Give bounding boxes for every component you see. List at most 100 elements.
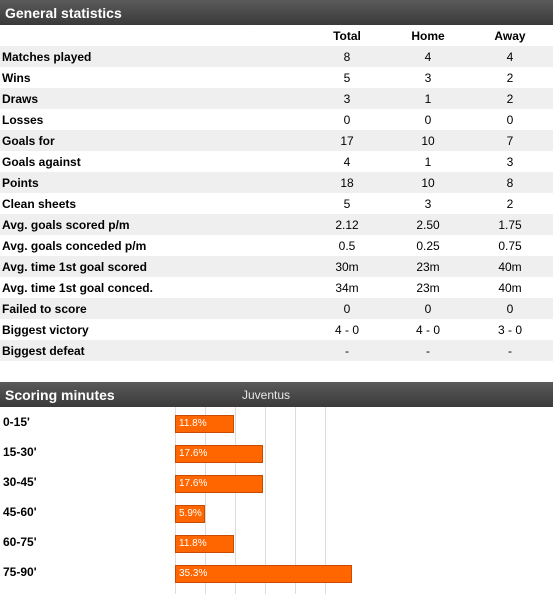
stat-total: 18 (305, 172, 389, 193)
scoring-row: 60-75' 11.8% (0, 527, 553, 557)
stat-total: 30m (305, 256, 389, 277)
stat-total: 0 (343, 112, 351, 127)
chart-gridline (265, 407, 266, 594)
scoring-row: 15-30' 17.6% (0, 437, 553, 467)
stat-home: 4 - 0 (415, 322, 440, 337)
stat-total: - (305, 340, 389, 361)
stat-total: 8 (305, 46, 389, 67)
stat-away: 40m (467, 256, 553, 277)
stat-home: 0 (389, 298, 467, 319)
scoring-row: 30-45' 17.6% (0, 467, 553, 497)
bar-value-label: 35.3% (179, 568, 208, 579)
table-row: Avg. goals scored p/m 2.12 2.50 1.75 (0, 214, 553, 235)
stat-label: Biggest defeat (0, 340, 305, 361)
general-statistics-table: Total Home Away Matches played 8 4 4 Wins 5 3 2… (0, 25, 553, 361)
chart-gridline (235, 407, 236, 594)
stat-away: 7 (467, 130, 553, 151)
stat-home: 1 (389, 88, 467, 109)
stat-label: Matches played (0, 46, 305, 67)
chart-gridline (205, 407, 206, 594)
minute-range-label: 0-15' (3, 415, 30, 429)
stat-home: 3 (424, 70, 432, 85)
stat-label: Goals against (2, 154, 81, 169)
chart-gridline (325, 407, 326, 594)
stat-away: 1.75 (467, 214, 553, 235)
stat-label: Losses (2, 112, 44, 127)
stat-home: 0.25 (416, 238, 440, 253)
stat-label: Avg. time 1st goal scored (0, 256, 305, 277)
table-row: Failed to score 0 0 0 (0, 298, 553, 319)
stat-label: Wins (2, 70, 31, 85)
bar-value-label: 17.6% (179, 478, 208, 489)
scoring-bar: 5.9% (175, 505, 205, 523)
minute-range-label: 30-45' (3, 475, 37, 489)
column-header-total: Total (333, 28, 361, 43)
scoring-bar: 35.3% (175, 565, 352, 583)
scoring-bar: 17.6% (175, 475, 263, 493)
table-row: Matches played 8 4 4 (0, 46, 553, 67)
stat-home: 10 (389, 130, 467, 151)
stat-total: 34m (335, 280, 359, 295)
stat-total: 4 - 0 (334, 322, 359, 337)
scoring-bar: 11.8% (175, 535, 234, 553)
stat-away: - (467, 340, 553, 361)
stat-total: 0 (305, 298, 389, 319)
stat-away: 4 (467, 46, 553, 67)
stat-away: 3 (506, 154, 514, 169)
scoring-row: 75-90' 35.3% (0, 557, 553, 587)
stat-total: 5 (343, 196, 351, 211)
chart-gridline (295, 407, 296, 594)
table-row: Goals for 17 10 7 (0, 130, 553, 151)
stat-home: 23m (416, 280, 440, 295)
bar-value-label: 11.8% (179, 538, 207, 549)
stat-label: Draws (0, 88, 305, 109)
stat-total: 2.12 (305, 214, 389, 235)
stat-home: 2.50 (389, 214, 467, 235)
bar-value-label: 17.6% (179, 448, 208, 459)
table-row: Draws 3 1 2 (0, 88, 553, 109)
team-name: Juventus (242, 388, 291, 402)
table-row: Biggest victory 4 - 0 4 - 0 3 - 0 (0, 319, 553, 340)
table-row: Losses 0 0 0 (0, 109, 553, 130)
scoring-minutes-header: Scoring minutes Juventus (0, 382, 553, 407)
stat-label: Avg. goals conceded p/m (2, 238, 147, 253)
general-statistics-title: General statistics (5, 5, 122, 21)
stat-label: Biggest victory (2, 322, 89, 337)
stat-home: 4 (389, 46, 467, 67)
stat-home: - (389, 340, 467, 361)
stat-away: 2 (467, 88, 553, 109)
scoring-row: 0-15' 11.8% (0, 407, 553, 437)
stat-label: Goals for (0, 130, 305, 151)
minute-range-label: 15-30' (3, 445, 37, 459)
table-row: Biggest defeat - - - (0, 340, 553, 361)
stat-away: 40m (498, 280, 522, 295)
table-header-row: Total Home Away (0, 25, 553, 46)
table-row: Avg. time 1st goal scored 30m 23m 40m (0, 256, 553, 277)
stat-home: 23m (389, 256, 467, 277)
stat-away: 0.75 (498, 238, 522, 253)
stat-total: 5 (343, 70, 351, 85)
table-row: Clean sheets 5 3 2 (0, 193, 553, 214)
minute-range-label: 75-90' (3, 565, 37, 579)
stat-label: Clean sheets (2, 196, 77, 211)
stat-away: 0 (467, 298, 553, 319)
bar-value-label: 5.9% (179, 508, 202, 519)
column-header-home: Home (411, 28, 445, 43)
chart-gridline (175, 407, 176, 594)
scoring-bar: 17.6% (175, 445, 263, 463)
stat-total: 0.5 (338, 238, 356, 253)
stat-away: 2 (506, 70, 514, 85)
general-statistics-header: General statistics (0, 0, 553, 25)
bar-value-label: 11.8% (179, 418, 207, 429)
minute-range-label: 60-75' (3, 535, 37, 549)
table-row: Goals against 4 1 3 (0, 151, 553, 172)
stat-home: 1 (424, 154, 432, 169)
stat-total: 17 (305, 130, 389, 151)
scoring-minutes-title: Scoring minutes (5, 387, 115, 403)
stat-label: Points (0, 172, 305, 193)
stat-total: 3 (305, 88, 389, 109)
minute-range-label: 45-60' (3, 505, 37, 519)
stat-away: 2 (506, 196, 514, 211)
stat-away: 3 - 0 (497, 322, 522, 337)
stat-away: 0 (506, 112, 514, 127)
